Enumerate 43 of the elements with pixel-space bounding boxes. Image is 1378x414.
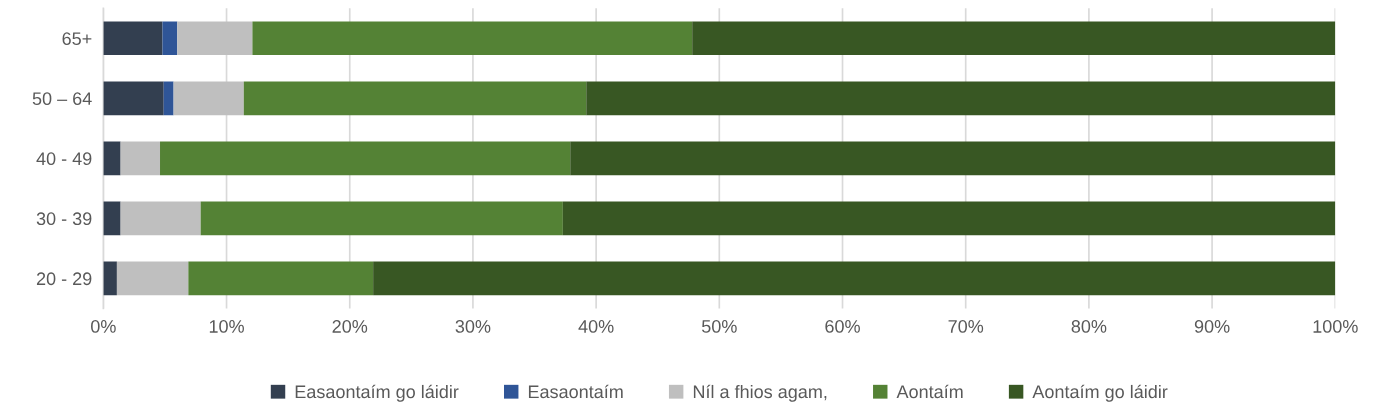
bar (252, 21, 693, 56)
x-tick-label: 0% (91, 320, 116, 333)
bar (586, 81, 1336, 116)
x-tick-label: 100% (1313, 320, 1358, 333)
bar (173, 81, 244, 116)
bar (103, 141, 121, 176)
legend-label: Aontaím (896, 384, 963, 399)
legend-label: Easaontaím (528, 384, 623, 399)
legend-label: Aontaím go láidir (1032, 384, 1168, 402)
y-tick-label: 50 – 64 (32, 92, 92, 106)
bar (120, 141, 161, 176)
x-tick-label: 30% (455, 320, 491, 333)
x-tick-label: 40% (578, 320, 614, 333)
bar (373, 261, 1336, 296)
x-tick-label: 60% (825, 320, 860, 333)
legend-label: Níl a fhios agam, (693, 384, 827, 402)
y-tick-label: 40 - 49 (36, 152, 92, 166)
bar (570, 141, 1336, 176)
bar (103, 81, 164, 116)
bar (692, 21, 1336, 56)
y-tick-label: 30 - 39 (36, 212, 92, 226)
x-tick-label: 90% (1194, 320, 1230, 333)
x-tick-label: 80% (1071, 320, 1107, 333)
bar (562, 201, 1336, 236)
x-tick-label: 10% (209, 320, 244, 333)
bar (103, 21, 163, 56)
bar (103, 261, 117, 296)
bar (162, 21, 178, 56)
legend-label: Easaontaím go láidir (295, 384, 459, 402)
bar (177, 21, 253, 56)
bar (120, 201, 201, 236)
x-tick-label: 70% (948, 320, 984, 333)
y-tick-label: 65+ (62, 32, 92, 46)
bar (200, 201, 563, 236)
bar (103, 201, 121, 236)
x-tick-label: 20% (332, 320, 368, 333)
bar (160, 141, 571, 176)
y-tick-label: 20 - 29 (36, 272, 92, 286)
bar (163, 81, 174, 116)
x-tick-label: 50% (701, 320, 737, 333)
bar (243, 81, 587, 116)
bar (116, 261, 189, 296)
bar (188, 261, 374, 296)
